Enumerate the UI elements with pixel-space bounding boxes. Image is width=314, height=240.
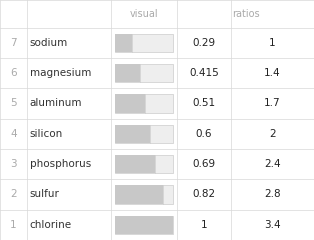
Text: 1: 1 xyxy=(201,220,208,230)
Text: phosphorus: phosphorus xyxy=(30,159,91,169)
Text: 1: 1 xyxy=(10,220,17,230)
Bar xyxy=(116,155,155,173)
Bar xyxy=(116,64,173,82)
Bar xyxy=(116,94,173,113)
Text: 0.6: 0.6 xyxy=(196,129,212,139)
Text: 7: 7 xyxy=(10,38,17,48)
Bar xyxy=(116,94,145,113)
Text: 1.7: 1.7 xyxy=(264,98,281,108)
Bar xyxy=(116,155,173,173)
Bar xyxy=(116,64,139,82)
Text: magnesium: magnesium xyxy=(30,68,91,78)
Text: 2: 2 xyxy=(10,190,17,199)
Text: 1: 1 xyxy=(269,38,276,48)
Bar xyxy=(116,125,150,143)
Text: 4: 4 xyxy=(10,129,17,139)
Text: chlorine: chlorine xyxy=(30,220,72,230)
Text: 2: 2 xyxy=(269,129,276,139)
Text: 2.8: 2.8 xyxy=(264,190,281,199)
Bar xyxy=(116,216,173,234)
Text: silicon: silicon xyxy=(30,129,63,139)
Text: 0.51: 0.51 xyxy=(192,98,216,108)
Text: sulfur: sulfur xyxy=(30,190,60,199)
Text: sodium: sodium xyxy=(30,38,68,48)
Text: 5: 5 xyxy=(10,98,17,108)
Text: 2.4: 2.4 xyxy=(264,159,281,169)
Bar xyxy=(116,125,173,143)
Bar xyxy=(116,216,173,234)
Text: 3.4: 3.4 xyxy=(264,220,281,230)
Bar xyxy=(116,34,173,52)
Bar xyxy=(116,34,132,52)
Bar xyxy=(116,185,163,204)
Text: 3: 3 xyxy=(10,159,17,169)
Text: visual: visual xyxy=(130,9,159,19)
Text: 6: 6 xyxy=(10,68,17,78)
Text: ratios: ratios xyxy=(232,9,259,19)
Text: 0.415: 0.415 xyxy=(189,68,219,78)
Text: 0.69: 0.69 xyxy=(192,159,216,169)
Text: 1.4: 1.4 xyxy=(264,68,281,78)
Bar xyxy=(116,185,173,204)
Text: 0.82: 0.82 xyxy=(192,190,216,199)
Text: aluminum: aluminum xyxy=(30,98,82,108)
Text: 0.29: 0.29 xyxy=(192,38,216,48)
